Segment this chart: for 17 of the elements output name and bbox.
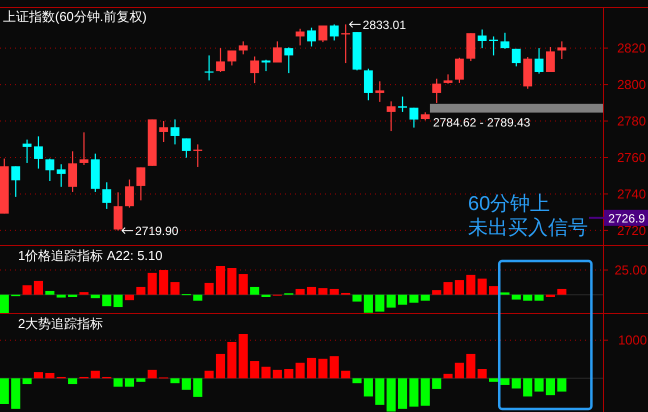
- chart-title: 2大势追踪指标: [18, 316, 104, 331]
- annotation: 2719.90: [135, 224, 179, 238]
- y-tick-label: 2800: [617, 77, 646, 92]
- y-tick-label: 2740: [617, 186, 646, 202]
- y-tick-label: 2760: [617, 150, 646, 165]
- band-label: 2784.62 - 2789.43: [432, 116, 531, 130]
- y-tick-label: 2820: [617, 40, 646, 56]
- annotation: 2833.01: [362, 18, 406, 32]
- y-tick-label: 2780: [617, 114, 646, 129]
- text: 1000: [618, 332, 647, 348]
- ref-line-label: 2726.9: [608, 211, 646, 226]
- annotation: 60分钟上: [468, 193, 550, 215]
- text: 25.00: [614, 262, 647, 278]
- y-tick-label: 2720: [617, 222, 646, 238]
- annotation: 未出买入信号: [468, 217, 588, 239]
- chart-title: 1价格追踪指标 A22: 5.10: [18, 248, 162, 263]
- chart-title: 上证指数(60分钟.前复权): [3, 9, 147, 24]
